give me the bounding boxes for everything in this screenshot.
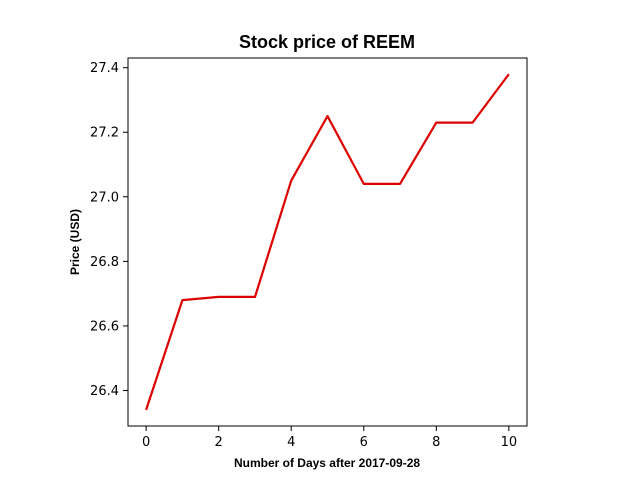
x-tick-label: 0: [142, 435, 150, 450]
x-tick-label: 4: [287, 435, 295, 450]
y-tick-label: 27.2: [90, 126, 119, 141]
y-tick-label: 26.4: [90, 384, 119, 399]
x-axis-ticks: 0 2 4 6 8 10: [142, 426, 517, 450]
y-axis-label: Price (USD): [68, 209, 82, 275]
plot-frame: [127, 57, 528, 427]
chart-title: Stock price of REEM: [239, 32, 415, 52]
y-axis-ticks: 26.4 26.6 26.8 27.0 27.2 27.4: [90, 61, 128, 399]
y-tick-label: 26.6: [90, 319, 119, 334]
y-tick-label: 27.4: [90, 61, 119, 76]
x-tick-label: 8: [432, 435, 440, 450]
x-tick-label: 10: [501, 435, 518, 450]
plot-area: [145, 73, 510, 411]
y-tick-label: 27.0: [90, 190, 119, 205]
x-tick-label: 6: [360, 435, 368, 450]
x-tick-label: 2: [215, 435, 223, 450]
series-line: [145, 73, 510, 411]
y-tick-label: 26.8: [90, 255, 119, 270]
x-axis-label: Number of Days after 2017-09-28: [234, 456, 420, 470]
